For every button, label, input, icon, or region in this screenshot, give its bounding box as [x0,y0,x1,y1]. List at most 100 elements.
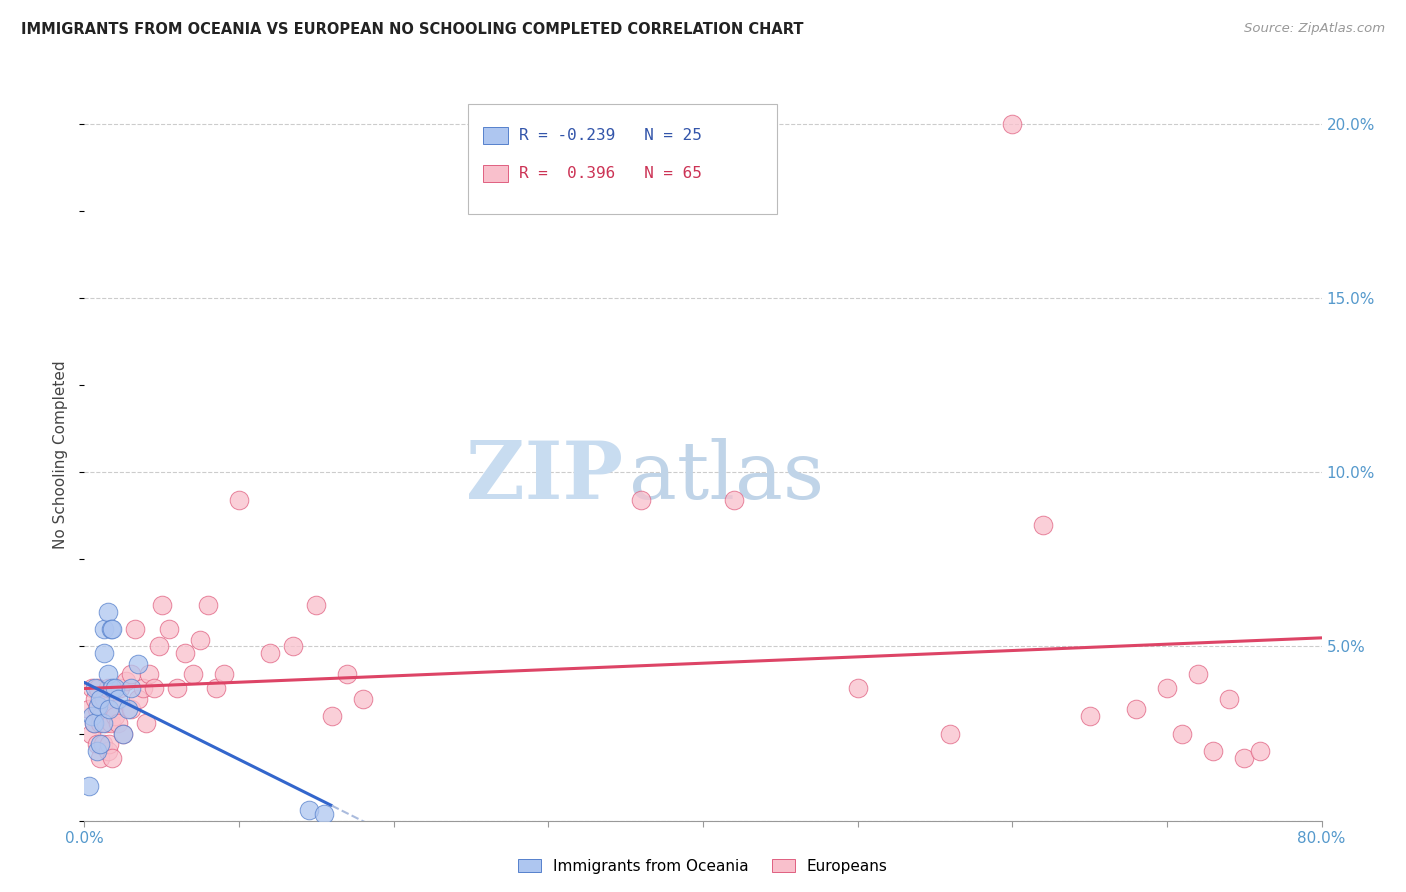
Point [86,702,108,716]
Point [97,744,120,758]
Point [97,681,120,696]
Point [101,622,124,636]
Point [336,667,359,681]
Point [107,691,129,706]
Point [112,726,135,740]
Point [97,667,120,681]
Point [86,737,108,751]
Point [91,716,114,731]
Point [1249,744,1271,758]
Point [1233,751,1256,765]
Point [83,716,105,731]
Point [846,681,869,696]
Point [124,622,146,636]
Point [101,751,124,765]
Point [143,681,166,696]
Point [101,681,124,696]
Text: Source: ZipAtlas.com: Source: ZipAtlas.com [1244,22,1385,36]
Point [120,681,142,696]
Point [228,493,250,508]
Point [305,598,328,612]
Point [94,716,117,731]
Point [132,681,155,696]
Point [89,691,111,706]
Point [89,716,111,731]
Point [298,803,321,817]
Point [321,709,343,723]
Point [115,674,138,689]
Point [91,737,114,751]
Point [103,702,125,716]
Point [188,632,212,647]
Y-axis label: No Schooling Completed: No Schooling Completed [53,360,69,549]
Point [630,493,652,508]
Point [82,681,104,696]
Point [148,640,170,654]
Point [1078,709,1101,723]
Point [1187,667,1209,681]
Point [97,605,120,619]
Point [166,681,188,696]
Point [112,726,135,740]
Point [1001,117,1024,131]
Point [212,667,235,681]
Point [104,709,127,723]
Point [104,681,127,696]
Point [159,622,181,636]
Point [135,716,157,731]
Point [205,681,228,696]
Point [181,667,204,681]
Point [89,737,111,751]
Point [82,709,104,723]
Point [93,622,115,636]
Point [83,716,105,731]
Point [120,667,142,681]
Point [98,702,121,716]
Point [1032,517,1054,532]
Text: R =  0.396   N = 65: R = 0.396 N = 65 [519,166,702,181]
Point [89,751,111,765]
Point [352,691,374,706]
Point [90,709,112,723]
Point [93,691,115,706]
Point [117,702,139,716]
Text: R = -0.239   N = 25: R = -0.239 N = 25 [519,128,702,143]
FancyBboxPatch shape [482,127,508,145]
Point [79,726,101,740]
Point [1171,726,1194,740]
Point [1125,702,1147,716]
Point [87,698,110,713]
Point [107,716,129,731]
Point [723,493,745,508]
FancyBboxPatch shape [482,164,508,182]
Point [314,806,336,821]
Point [120,702,142,716]
Point [197,598,219,612]
Point [939,726,962,740]
Point [1156,681,1178,696]
Text: ZIP: ZIP [465,438,623,516]
Point [128,691,150,706]
Point [259,647,281,661]
Legend: Immigrants from Oceania, Europeans: Immigrants from Oceania, Europeans [512,853,894,880]
Point [150,598,173,612]
Point [84,691,107,706]
Text: atlas: atlas [628,438,824,516]
Point [84,681,107,696]
Point [1202,744,1225,758]
FancyBboxPatch shape [468,103,778,213]
Point [108,681,131,696]
Point [98,737,121,751]
Point [86,744,108,758]
Point [138,667,160,681]
Point [174,647,197,661]
Point [77,702,100,716]
Point [87,681,110,696]
Point [128,657,150,671]
Point [77,779,100,793]
Point [1218,691,1240,706]
Text: IMMIGRANTS FROM OCEANIA VS EUROPEAN NO SCHOOLING COMPLETED CORRELATION CHART: IMMIGRANTS FROM OCEANIA VS EUROPEAN NO S… [21,22,804,37]
Point [93,647,115,661]
Point [283,640,305,654]
Point [100,716,122,731]
